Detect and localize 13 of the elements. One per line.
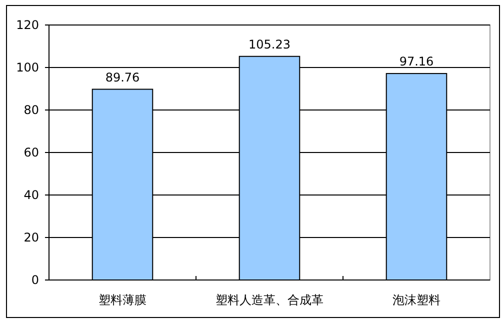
y-tick-label: 20: [24, 230, 39, 244]
data-label: 97.16: [399, 54, 434, 69]
y-tick-label: 80: [24, 103, 39, 117]
x-tick-label: 塑料薄膜: [98, 293, 146, 307]
x-tick-label: 塑料人造革、合成革: [216, 293, 324, 307]
data-label: 89.76: [105, 70, 140, 84]
y-tick-label: 120: [16, 18, 39, 32]
y-tick-label: 100: [16, 60, 39, 74]
x-tick-label: 泡沫塑料: [392, 293, 440, 307]
data-label: 105.23: [248, 37, 290, 52]
y-tick-label: 40: [24, 188, 39, 202]
y-tick-label: 60: [24, 146, 39, 160]
y-tick-label: 0: [31, 273, 39, 287]
